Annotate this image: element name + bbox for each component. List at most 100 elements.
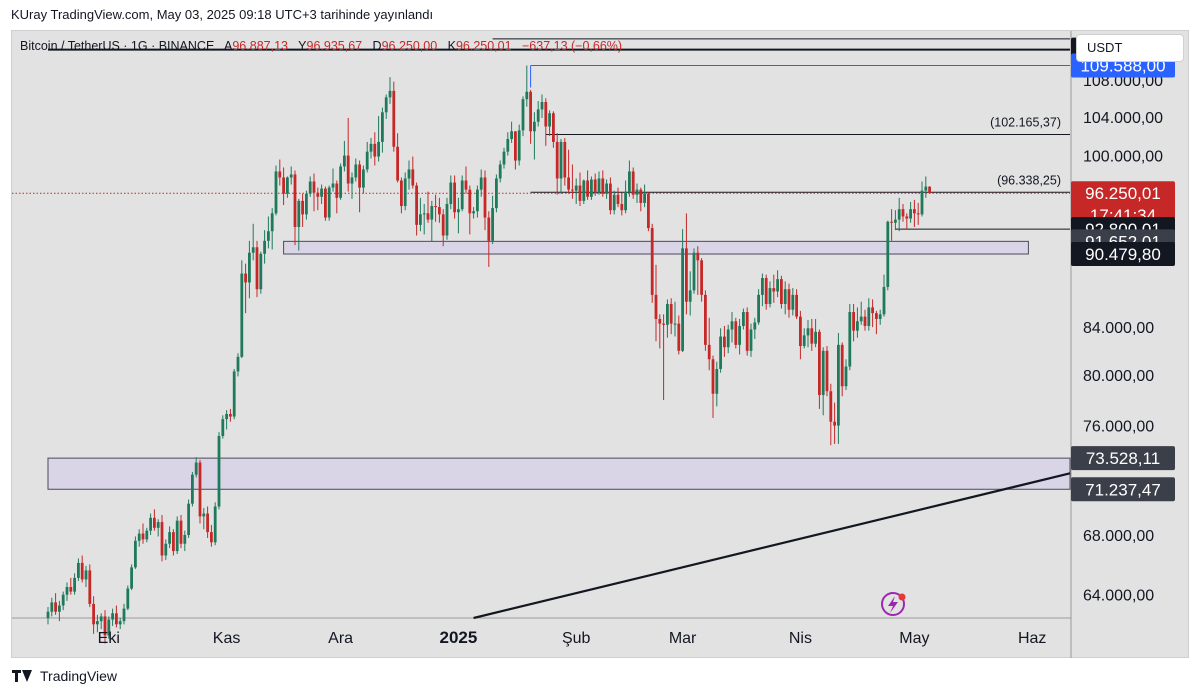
candle[interactable]: [335, 183, 339, 198]
candle[interactable]: [191, 474, 194, 504]
candle[interactable]: [525, 91, 529, 100]
candle[interactable]: [274, 171, 278, 214]
candle[interactable]: [768, 288, 772, 304]
candle[interactable]: [255, 247, 259, 290]
candle[interactable]: [46, 611, 50, 618]
candle[interactable]: [612, 194, 616, 211]
candle[interactable]: [567, 177, 570, 190]
candle[interactable]: [373, 143, 377, 157]
candle[interactable]: [350, 177, 354, 184]
candle[interactable]: [601, 178, 605, 194]
candle[interactable]: [628, 171, 631, 192]
candle[interactable]: [894, 219, 897, 223]
candle[interactable]: [669, 303, 673, 324]
candle[interactable]: [403, 178, 407, 207]
candle[interactable]: [772, 288, 776, 292]
candle[interactable]: [305, 193, 308, 215]
candle[interactable]: [757, 294, 760, 323]
candle[interactable]: [202, 513, 206, 517]
price-tag[interactable]: [1071, 242, 1175, 267]
candle[interactable]: [544, 101, 548, 127]
candle[interactable]: [457, 209, 460, 213]
candle[interactable]: [141, 533, 145, 540]
candle[interactable]: [506, 139, 510, 152]
candle[interactable]: [244, 273, 247, 283]
candle[interactable]: [73, 577, 76, 592]
candle[interactable]: [346, 155, 350, 184]
candle[interactable]: [145, 530, 149, 540]
candle[interactable]: [825, 350, 829, 392]
candle[interactable]: [597, 178, 601, 192]
candle[interactable]: [301, 200, 304, 215]
candle[interactable]: [407, 169, 411, 179]
candle[interactable]: [631, 171, 635, 195]
candle[interactable]: [928, 186, 931, 194]
candle[interactable]: [198, 462, 202, 517]
candle[interactable]: [156, 522, 160, 528]
candle[interactable]: [578, 185, 582, 201]
candle[interactable]: [818, 331, 821, 396]
candle[interactable]: [468, 189, 472, 214]
candle[interactable]: [77, 562, 80, 578]
candle[interactable]: [449, 182, 453, 204]
candle[interactable]: [107, 619, 111, 636]
candle[interactable]: [240, 273, 244, 357]
candle[interactable]: [582, 180, 586, 201]
candle[interactable]: [574, 185, 578, 191]
candle[interactable]: [533, 121, 536, 132]
candle[interactable]: [217, 436, 221, 507]
candle[interactable]: [487, 217, 491, 241]
candle[interactable]: [890, 221, 893, 223]
candle[interactable]: [639, 189, 643, 203]
candle[interactable]: [510, 131, 513, 140]
candle[interactable]: [377, 141, 380, 157]
candle[interactable]: [419, 214, 422, 225]
candle[interactable]: [392, 90, 396, 147]
candle[interactable]: [909, 209, 912, 219]
candle[interactable]: [183, 535, 187, 544]
candle[interactable]: [806, 328, 810, 336]
candle[interactable]: [863, 316, 867, 326]
candle[interactable]: [229, 414, 232, 417]
candle[interactable]: [472, 211, 475, 214]
candle[interactable]: [635, 189, 639, 195]
candle[interactable]: [324, 188, 327, 218]
candle[interactable]: [875, 313, 878, 319]
candle[interactable]: [69, 587, 73, 592]
candle[interactable]: [517, 130, 521, 161]
candle[interactable]: [783, 289, 787, 304]
candle[interactable]: [263, 240, 266, 254]
candle[interactable]: [719, 336, 722, 369]
candle[interactable]: [430, 206, 434, 220]
candle[interactable]: [270, 213, 274, 232]
candle[interactable]: [479, 177, 483, 190]
candle[interactable]: [901, 209, 905, 217]
currency-selector[interactable]: USDT: [1076, 34, 1184, 62]
candle[interactable]: [586, 180, 589, 197]
candle[interactable]: [381, 112, 384, 142]
candle[interactable]: [130, 567, 133, 589]
candle[interactable]: [312, 181, 316, 193]
candle[interactable]: [134, 540, 137, 568]
candle[interactable]: [563, 141, 567, 178]
candle[interactable]: [867, 307, 871, 326]
candle[interactable]: [715, 368, 719, 394]
candle[interactable]: [362, 169, 365, 188]
candle[interactable]: [745, 312, 749, 351]
candle[interactable]: [248, 252, 251, 283]
candle[interactable]: [445, 203, 449, 236]
candle[interactable]: [411, 169, 415, 186]
candle[interactable]: [848, 312, 852, 367]
candle[interactable]: [286, 177, 289, 194]
candle[interactable]: [540, 101, 544, 110]
candle[interactable]: [821, 350, 825, 396]
candle[interactable]: [548, 113, 551, 127]
candle[interactable]: [658, 318, 662, 324]
candle[interactable]: [878, 314, 882, 319]
candle[interactable]: [647, 193, 650, 229]
candle[interactable]: [50, 602, 54, 612]
candle[interactable]: [308, 181, 312, 194]
candle[interactable]: [897, 209, 901, 220]
candle[interactable]: [924, 186, 928, 191]
candle[interactable]: [571, 189, 574, 191]
